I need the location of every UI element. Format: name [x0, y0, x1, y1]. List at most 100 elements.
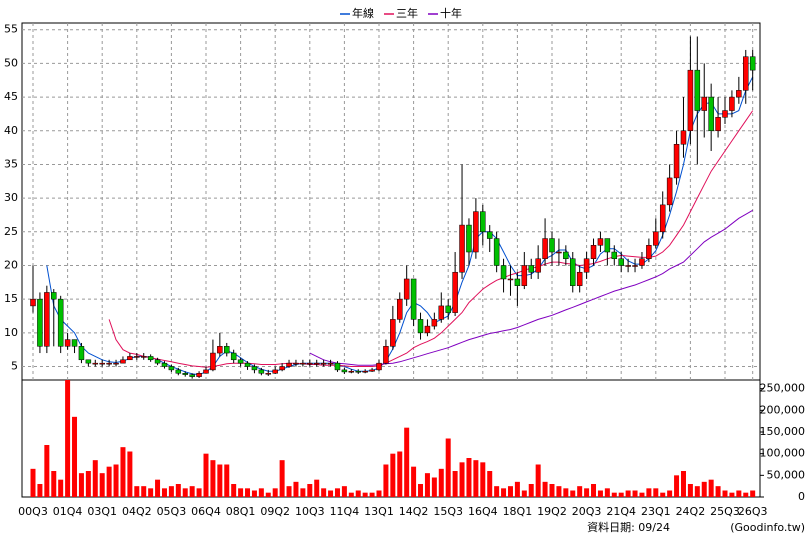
- volume-bar: [507, 486, 513, 497]
- candle-body: [659, 204, 666, 233]
- candle-body: [258, 369, 265, 374]
- candle-body: [383, 346, 389, 364]
- volume-bar: [411, 466, 417, 497]
- candle-body: [286, 362, 292, 367]
- volume-bar: [466, 458, 472, 497]
- x-tick-label: 26Q3: [738, 505, 768, 518]
- candle-body: [348, 370, 355, 373]
- volume-bar: [245, 488, 251, 497]
- volume-bar: [272, 488, 278, 497]
- volume-bar: [106, 466, 112, 497]
- candle-body: [459, 224, 465, 273]
- x-tick-label: 14Q2: [399, 505, 429, 518]
- x-tick-label: 09Q2: [260, 505, 290, 518]
- candle-body: [341, 369, 348, 373]
- candle-body: [410, 278, 417, 320]
- volume-bar: [58, 479, 64, 497]
- volume-bar: [258, 488, 264, 497]
- volume-tick-label: 0: [798, 490, 805, 503]
- volume-bar: [431, 477, 437, 497]
- candle-body: [397, 298, 403, 320]
- volume-bar: [300, 488, 306, 497]
- candle-body: [320, 362, 327, 365]
- candle-body: [646, 245, 652, 260]
- x-tick-label: 00Q3: [18, 505, 48, 518]
- y-tick-label: 50: [4, 56, 18, 69]
- volume-bar: [155, 479, 161, 497]
- volume-bar: [459, 462, 465, 497]
- ma-line: [108, 110, 754, 368]
- volume-bar: [307, 484, 313, 497]
- x-tick-label: 24Q2: [676, 505, 706, 518]
- candle-body: [147, 356, 154, 361]
- legend-label: 十年: [440, 6, 462, 20]
- candle-body: [611, 251, 618, 260]
- candle-body: [44, 292, 50, 347]
- volume-bar: [293, 481, 299, 497]
- volume-bar: [452, 471, 458, 497]
- candle-body: [514, 278, 521, 286]
- candle-body: [466, 224, 472, 253]
- candle-body: [140, 356, 147, 358]
- volume-bar: [355, 490, 361, 497]
- volume-bar: [404, 427, 410, 497]
- volume-bar: [203, 453, 209, 497]
- credit: (Goodinfo.tw): [730, 521, 805, 534]
- volume-bar: [528, 484, 534, 497]
- volume-bar: [473, 460, 479, 497]
- volume-bar: [85, 471, 91, 497]
- candle-body: [431, 319, 438, 327]
- candle-body: [570, 258, 576, 286]
- candle-body: [182, 373, 188, 375]
- candle-body: [175, 369, 182, 374]
- candle-body: [196, 373, 202, 377]
- ma-line: [309, 209, 753, 366]
- volume-bar: [78, 473, 84, 497]
- candle-body: [528, 265, 534, 273]
- y-tick-label: 55: [4, 23, 18, 36]
- x-tick-label: 16Q4: [468, 505, 498, 518]
- candle-body: [154, 359, 161, 364]
- candle-body: [715, 117, 721, 132]
- candle-body: [189, 374, 195, 377]
- candle-body: [237, 359, 244, 364]
- x-tick-label: 06Q4: [191, 505, 221, 518]
- volume-bar: [369, 492, 375, 497]
- candle-body: [625, 265, 631, 267]
- candle-body: [300, 362, 306, 365]
- volume-bar: [328, 490, 334, 497]
- volume-bar: [120, 447, 126, 497]
- x-tick-label: 05Q3: [157, 505, 187, 518]
- candle-body: [480, 211, 486, 233]
- volume-bar: [224, 464, 230, 497]
- x-tick-label: 23Q1: [641, 505, 671, 518]
- volume-bar: [72, 416, 78, 497]
- candle-body: [57, 298, 64, 347]
- candle-body: [293, 362, 299, 365]
- candle-body: [521, 265, 528, 286]
- volume-bar: [632, 490, 638, 497]
- volume-bar: [639, 492, 645, 497]
- candle-body: [244, 362, 251, 367]
- volume-bar: [348, 492, 354, 497]
- volume-tick-label: 100,000: [760, 447, 806, 460]
- volume-bar: [715, 486, 721, 497]
- candle-body: [673, 143, 680, 179]
- volume-bar: [660, 492, 666, 497]
- volume-bar: [618, 492, 624, 497]
- volume-bar: [480, 462, 486, 497]
- y-tick-label: 5: [11, 360, 18, 373]
- candle-body: [597, 238, 604, 246]
- candle-body: [51, 292, 57, 300]
- candle-body: [134, 356, 140, 358]
- candle-body: [729, 96, 735, 111]
- candle-body: [203, 369, 209, 374]
- volume-bar: [141, 486, 147, 497]
- volume-bar: [286, 486, 292, 497]
- candle-body: [355, 370, 361, 373]
- x-tick-label: 18Q1: [503, 505, 533, 518]
- volume-bar: [501, 488, 507, 497]
- source-note: 資料日期: 09/24: [587, 520, 670, 534]
